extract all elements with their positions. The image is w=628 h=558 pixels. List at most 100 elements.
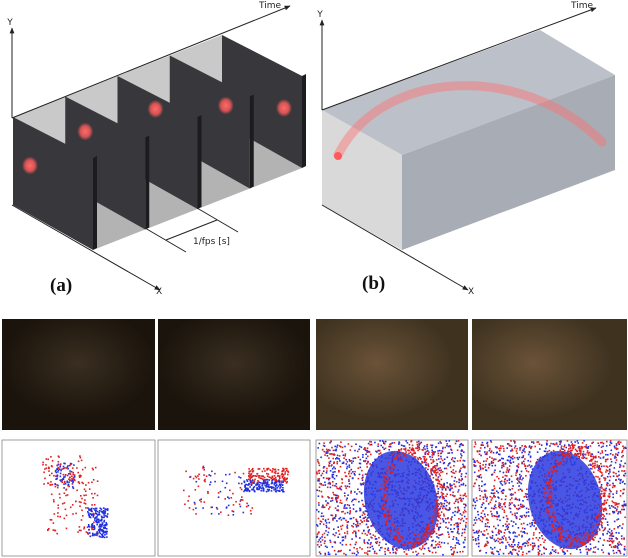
- event: [448, 462, 450, 465]
- event: [344, 475, 347, 477]
- event: [623, 508, 625, 511]
- event: [583, 440, 585, 442]
- event: [462, 494, 465, 497]
- event: [552, 449, 555, 452]
- event: [441, 484, 443, 487]
- event-blob: [363, 450, 439, 550]
- event: [497, 540, 500, 543]
- event: [599, 486, 601, 489]
- event: [263, 482, 266, 484]
- event: [431, 444, 434, 447]
- event: [45, 464, 47, 466]
- event: [93, 521, 95, 524]
- event: [570, 545, 572, 548]
- event: [83, 502, 86, 504]
- event: [488, 464, 491, 466]
- event: [320, 515, 323, 518]
- event: [465, 521, 467, 524]
- event: [357, 467, 360, 469]
- event: [77, 531, 79, 533]
- event: [267, 490, 270, 492]
- event: [381, 497, 383, 499]
- event: [559, 547, 562, 549]
- event: [602, 551, 605, 554]
- event: [602, 544, 604, 546]
- event: [195, 513, 197, 515]
- event: [253, 486, 256, 488]
- event: [521, 456, 523, 459]
- event: [87, 511, 89, 513]
- event: [516, 469, 518, 472]
- event: [334, 515, 337, 517]
- event: [63, 502, 66, 504]
- event: [480, 515, 482, 518]
- event: [326, 534, 329, 536]
- event: [283, 476, 286, 479]
- event: [83, 488, 86, 491]
- frame-dot: [217, 96, 234, 115]
- event: [460, 454, 463, 457]
- event: [91, 523, 93, 526]
- event: [390, 516, 392, 518]
- event: [338, 445, 341, 447]
- event: [344, 495, 346, 497]
- event: [435, 471, 438, 474]
- event: [603, 502, 605, 504]
- event: [609, 484, 611, 486]
- event: [441, 450, 443, 452]
- event: [476, 475, 479, 477]
- event: [516, 471, 518, 473]
- event: [432, 530, 435, 532]
- event: [79, 456, 82, 459]
- event: [598, 467, 600, 469]
- event: [358, 491, 361, 493]
- event: [355, 443, 357, 445]
- event: [517, 553, 519, 556]
- event: [625, 447, 627, 449]
- event: [384, 506, 387, 509]
- event: [596, 466, 598, 468]
- event: [411, 453, 413, 455]
- event: [623, 503, 626, 506]
- event: [523, 445, 526, 448]
- event: [319, 520, 322, 522]
- event: [586, 551, 589, 554]
- event: [405, 548, 407, 551]
- event: [385, 482, 388, 484]
- event: [275, 484, 278, 486]
- event: [451, 516, 453, 518]
- event: [285, 467, 287, 470]
- event: [440, 478, 443, 481]
- event: [342, 539, 345, 541]
- event: [71, 479, 74, 481]
- event: [366, 541, 369, 544]
- event: [514, 440, 516, 443]
- event-frame: [1, 439, 156, 557]
- event: [339, 465, 342, 468]
- event: [503, 509, 506, 512]
- event: [592, 525, 595, 527]
- event: [517, 508, 519, 511]
- event: [623, 447, 625, 449]
- event: [250, 473, 252, 475]
- event: [557, 445, 559, 448]
- event: [496, 512, 498, 514]
- event: [552, 526, 554, 528]
- event: [105, 524, 108, 526]
- event: [486, 542, 489, 544]
- event: [551, 530, 554, 532]
- event: [581, 446, 584, 448]
- event: [447, 445, 450, 448]
- event: [422, 449, 424, 451]
- event: [50, 481, 52, 483]
- event: [262, 478, 264, 480]
- event: [624, 472, 627, 475]
- event: [350, 472, 353, 475]
- event: [598, 528, 601, 530]
- event: [366, 546, 369, 549]
- event: [450, 524, 452, 526]
- event: [524, 527, 526, 530]
- event: [508, 543, 510, 546]
- event: [479, 474, 482, 476]
- event: [63, 476, 65, 478]
